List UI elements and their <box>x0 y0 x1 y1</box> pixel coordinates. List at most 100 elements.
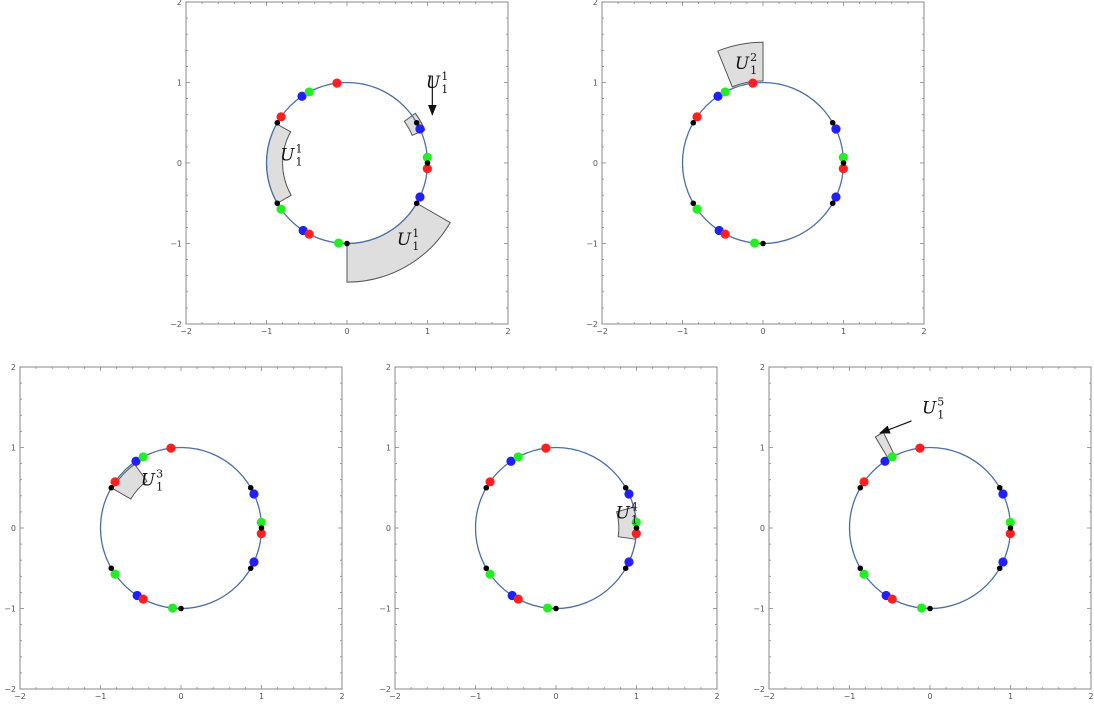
region-label-base: U <box>616 503 631 523</box>
y-tick-label: −2 <box>379 685 391 694</box>
y-tick-label: −2 <box>586 320 598 329</box>
plot-frame <box>19 366 343 690</box>
black-point <box>178 605 184 612</box>
plot-frame <box>394 366 718 690</box>
x-tick-label: −2 <box>180 327 192 336</box>
red-point <box>422 164 432 174</box>
green-point <box>749 238 760 248</box>
green-point <box>720 87 730 97</box>
red-point <box>513 594 523 604</box>
y-tick-label: 2 <box>593 0 598 7</box>
region-label: U3 1 <box>141 467 163 493</box>
black-point <box>413 200 420 207</box>
black-point <box>247 565 254 572</box>
x-tick-label: −2 <box>763 692 775 701</box>
black-point <box>633 525 640 531</box>
red-point <box>304 229 314 239</box>
region-label: U1 1 <box>397 227 419 253</box>
red-point <box>332 78 342 88</box>
red-point <box>887 594 897 604</box>
green-point <box>333 238 344 248</box>
black-point <box>483 484 490 491</box>
black-point <box>996 484 1003 491</box>
blue-point <box>131 456 141 466</box>
unit-circle <box>99 446 263 610</box>
x-tick-label: −2 <box>596 327 608 336</box>
y-tick-label: 1 <box>760 444 765 453</box>
black-point <box>424 160 431 166</box>
region-label-sup: 1 <box>441 70 448 83</box>
region-label-base: U <box>141 470 156 490</box>
x-tick-label: 0 <box>344 327 349 336</box>
x-tick-label: 0 <box>553 692 558 701</box>
blue-point <box>415 124 425 134</box>
y-tick-label: −2 <box>753 685 765 694</box>
x-tick-label: 2 <box>1088 692 1093 701</box>
y-tick-label: 1 <box>177 79 182 88</box>
x-tick-label: 1 <box>1008 692 1013 701</box>
red-point <box>838 164 848 174</box>
black-point <box>690 200 697 207</box>
black-point <box>690 119 697 126</box>
x-tick-label: 1 <box>259 692 264 701</box>
black-point <box>840 160 847 166</box>
green-point <box>631 517 641 527</box>
shaded-region <box>717 41 764 88</box>
region-label-sup: 5 <box>937 396 944 409</box>
x-tick-label: −1 <box>95 692 107 701</box>
red-point <box>859 477 869 487</box>
x-tick-label: 1 <box>634 692 639 701</box>
annotation-arrow <box>879 420 912 434</box>
region-label-sup: 3 <box>156 467 163 480</box>
y-tick-label: 2 <box>11 363 16 372</box>
blue-point <box>415 192 425 202</box>
blue-point <box>624 557 634 567</box>
region-label-sup: 1 <box>412 227 419 240</box>
y-tick-label: 0 <box>593 159 598 168</box>
y-tick-label: 1 <box>11 444 16 453</box>
region-label-base: U <box>426 73 441 93</box>
red-point <box>631 529 641 539</box>
red-point <box>1005 529 1015 539</box>
unit-circle <box>474 446 638 610</box>
region-label: U5 1 <box>922 396 944 422</box>
x-tick-label: 0 <box>178 692 183 701</box>
blue-point <box>713 91 723 101</box>
x-tick-label: 1 <box>841 327 846 336</box>
region-label-sub: 1 <box>296 156 303 169</box>
black-point <box>553 605 559 612</box>
red-point <box>748 78 758 88</box>
black-point <box>927 605 933 612</box>
red-point <box>485 477 495 487</box>
blue-point <box>624 489 634 499</box>
red-point <box>138 594 148 604</box>
black-point <box>829 200 836 207</box>
green-point <box>485 569 495 579</box>
y-tick-label: 1 <box>593 79 598 88</box>
y-tick-label: −1 <box>4 605 16 614</box>
green-point <box>838 152 848 162</box>
green-point <box>542 603 553 613</box>
black-point <box>857 484 864 491</box>
red-point <box>541 443 551 453</box>
red-point <box>276 112 286 122</box>
blue-point <box>831 124 841 134</box>
red-point <box>720 229 730 239</box>
blue-point <box>297 91 307 101</box>
black-point <box>108 484 115 491</box>
green-point <box>304 87 314 97</box>
region-label-sub: 1 <box>412 240 419 253</box>
black-point <box>344 240 350 247</box>
blue-point <box>506 456 516 466</box>
y-tick-label: −1 <box>379 605 391 614</box>
y-tick-label: −1 <box>586 240 598 249</box>
x-tick-label: −1 <box>470 692 482 701</box>
region-label-base: U <box>735 54 750 74</box>
y-tick-label: 0 <box>177 159 182 168</box>
region-label-sub: 1 <box>937 409 944 422</box>
